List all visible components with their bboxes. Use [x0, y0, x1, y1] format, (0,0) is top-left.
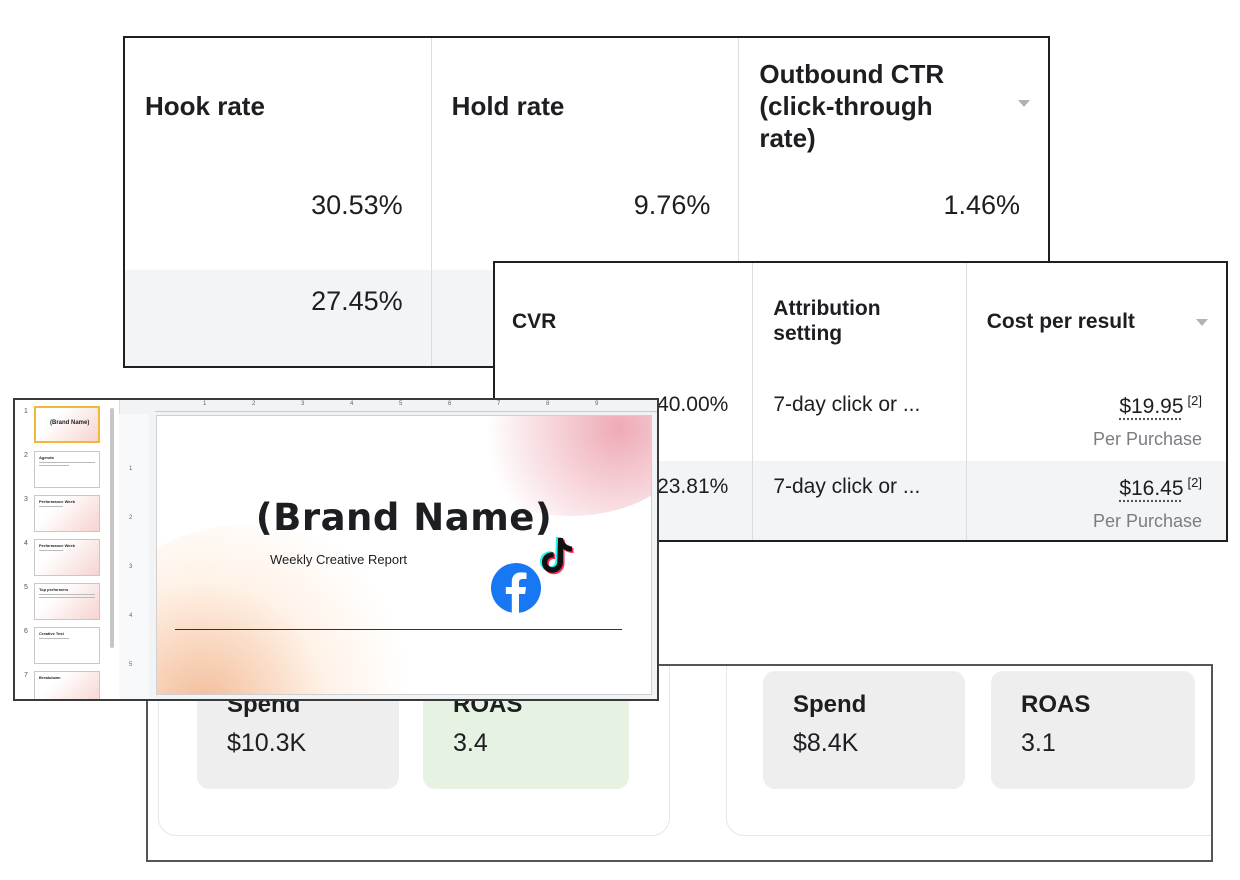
ruler-mark: 4 [350, 401, 353, 407]
filmstrip-scrollbar[interactable] [110, 408, 114, 648]
cell-cost-per-result: $19.95 [2] Per Purchase [967, 379, 1226, 461]
cost-value-link[interactable]: $19.95 [1119, 395, 1183, 418]
slides-editor-window: 1 (Brand Name) 2 Agenda 3 Performance We… [13, 398, 659, 701]
slide-number: 1 [24, 408, 28, 415]
sort-caret-icon[interactable] [1018, 100, 1030, 107]
header-label: Hook rate [145, 90, 265, 122]
slide-thumbnail[interactable]: (Brand Name) [34, 406, 100, 443]
table-header-row: Hook rate Hold rate Outbound CTR (click-… [125, 38, 1048, 175]
cell-hold-rate: 9.76% [432, 174, 740, 270]
horizontal-ruler: 1 2 3 4 5 6 7 8 9 [155, 403, 657, 412]
slide-filmstrip: 1 (Brand Name) 2 Agenda 3 Performance We… [15, 400, 120, 699]
kpi-label: Spend [793, 691, 965, 719]
thumbnail-title: Breakdown [39, 675, 99, 680]
cost-subtext: Per Purchase [987, 429, 1202, 450]
kpi-value: 3.4 [453, 729, 629, 758]
header-label: Outbound CTR (click-through rate) [759, 58, 979, 154]
ruler-mark: 1 [129, 466, 132, 472]
header-label: CVR [512, 309, 556, 334]
kpi-group: Spend $8.4K ROAS 3.1 [726, 664, 1213, 836]
slide-title[interactable]: (Brand Name) [157, 496, 651, 539]
sort-caret-icon[interactable] [1196, 319, 1208, 326]
slide-number: 7 [24, 672, 28, 679]
thumbnail-title: Agenda [39, 455, 99, 460]
header-label: Attribution setting [773, 296, 923, 346]
thumbnail-line [39, 465, 69, 466]
cell-attribution: 7-day click or ... [753, 461, 966, 542]
column-header-hook-rate[interactable]: Hook rate [125, 38, 432, 174]
thumbnail-line [39, 597, 95, 598]
thumbnail-title: Performance Week [39, 543, 99, 548]
ruler-mark: 8 [546, 401, 549, 407]
thumbnail-title: Top performers [39, 587, 99, 592]
kpi-value: $10.3K [227, 729, 399, 758]
slide-thumbnail[interactable]: Breakdown [34, 671, 100, 701]
footnote-ref[interactable]: [2] [1188, 393, 1202, 408]
thumbnail-title: (Brand Name) [50, 420, 98, 426]
cell-hook-rate: 27.45% [125, 270, 432, 368]
cell-outbound-ctr: 1.46% [739, 174, 1048, 270]
kpi-card-spend: Spend $8.4K [763, 671, 965, 789]
table-header-row: CVR Attribution setting Cost per result [495, 263, 1226, 380]
header-label: Cost per result [987, 309, 1135, 334]
slide-thumbnail[interactable]: Top performers [34, 583, 100, 620]
table-row[interactable]: 30.53% 9.76% 1.46% [125, 174, 1048, 270]
kpi-value: 3.1 [1021, 729, 1195, 758]
slide-number: 5 [24, 584, 28, 591]
kpi-card-roas: ROAS 3.1 [991, 671, 1195, 789]
ruler-mark: 2 [129, 515, 132, 521]
ruler-mark: 3 [301, 401, 304, 407]
slide-number: 6 [24, 628, 28, 635]
slide-number: 4 [24, 540, 28, 547]
footnote-ref[interactable]: [2] [1188, 475, 1202, 490]
slide-thumbnail[interactable]: Creative Test [34, 627, 100, 664]
cell-cost-per-result: $16.45 [2] Per Purchase [967, 461, 1226, 542]
kpi-value: $8.4K [793, 729, 965, 758]
facebook-icon [490, 562, 542, 614]
slide-thumbnail[interactable]: Performance Week [34, 495, 100, 532]
slide-number: 3 [24, 496, 28, 503]
slide-thumbnail[interactable]: Performance Week [34, 539, 100, 576]
ruler-mark: 4 [129, 613, 132, 619]
thumbnail-line [39, 550, 63, 551]
kpi-label: ROAS [1021, 691, 1195, 719]
vertical-ruler: 1 2 3 4 5 [119, 414, 149, 699]
ruler-mark: 6 [448, 401, 451, 407]
divider-line [175, 629, 622, 630]
ruler-mark: 2 [252, 401, 255, 407]
cost-subtext: Per Purchase [987, 511, 1202, 532]
tiktok-icon [538, 535, 574, 577]
cost-value-link[interactable]: $16.45 [1119, 477, 1183, 500]
slide-canvas[interactable]: (Brand Name) Weekly Creative Report [156, 415, 652, 695]
header-label: Hold rate [452, 90, 565, 122]
ruler-mark: 1 [203, 401, 206, 407]
column-header-hold-rate[interactable]: Hold rate [432, 38, 740, 174]
slide-thumbnail[interactable]: Agenda [34, 451, 100, 488]
thumbnail-title: Performance Week [39, 499, 99, 504]
column-header-cvr[interactable]: CVR [495, 263, 753, 379]
gradient-decoration [156, 524, 417, 695]
ruler-mark: 3 [129, 564, 132, 570]
thumbnail-line [39, 594, 95, 595]
cell-attribution: 7-day click or ... [753, 379, 966, 461]
cell-hook-rate: 30.53% [125, 174, 432, 270]
slide-number: 2 [24, 452, 28, 459]
thumbnail-title: Creative Test [39, 631, 99, 636]
ruler-mark: 5 [129, 662, 132, 668]
thumbnail-line [39, 462, 95, 463]
column-header-outbound-ctr[interactable]: Outbound CTR (click-through rate) [739, 38, 1048, 174]
ruler-mark: 9 [595, 401, 598, 407]
thumbnail-line [39, 506, 63, 507]
ruler-mark: 5 [399, 401, 402, 407]
slide-subtitle[interactable]: Weekly Creative Report [270, 552, 407, 567]
column-header-attribution[interactable]: Attribution setting [753, 263, 966, 379]
column-header-cost-per-result[interactable]: Cost per result [967, 263, 1226, 379]
ruler-mark: 7 [497, 401, 500, 407]
thumbnail-line [39, 638, 69, 639]
